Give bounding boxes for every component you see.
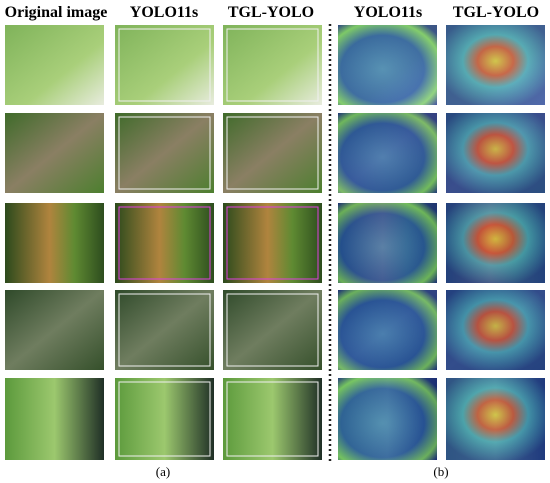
- heatmap-overlay: [446, 25, 545, 105]
- detection-box: [118, 293, 211, 367]
- detection-box: [118, 206, 211, 280]
- caption: (a): [156, 464, 170, 479]
- detection-box: [226, 293, 319, 367]
- column-header: TGL-YOLO: [453, 4, 539, 21]
- leaf-image: [223, 378, 322, 460]
- leaf-image: [223, 25, 322, 105]
- heatmap-overlay: [338, 203, 437, 283]
- leaf-image: [115, 378, 214, 460]
- detection-box: [226, 381, 319, 457]
- leaf-image: [5, 203, 104, 283]
- column-header: YOLO11s: [354, 4, 422, 21]
- heatmap-overlay: [446, 113, 545, 193]
- heatmap-overlay: [338, 290, 437, 370]
- detection-box: [226, 28, 319, 102]
- column-header: Original image: [5, 4, 108, 21]
- image-grid: [5, 25, 545, 460]
- leaf-image: [115, 113, 214, 193]
- heatmap-overlay: [338, 378, 437, 460]
- heatmap-overlay: [446, 290, 545, 370]
- leaf-image: [115, 290, 214, 370]
- heatmap-overlay: [338, 113, 437, 193]
- heatmap-overlay: [446, 203, 545, 283]
- column-header: TGL-YOLO: [228, 4, 314, 21]
- column-header: YOLO11s: [130, 4, 198, 21]
- caption: (b): [433, 464, 448, 479]
- leaf-image: [223, 290, 322, 370]
- leaf-image: [115, 203, 214, 283]
- column-headers: Original image YOLO11s TGL-YOLO YOLO11s …: [5, 4, 539, 21]
- detection-box: [118, 28, 211, 102]
- detection-box: [226, 116, 319, 190]
- detection-box: [118, 116, 211, 190]
- leaf-image: [5, 290, 104, 370]
- heatmap-overlay: [338, 25, 437, 105]
- detection-box: [118, 381, 211, 457]
- leaf-image: [223, 113, 322, 193]
- leaf-image: [223, 203, 322, 283]
- detection-box: [226, 206, 319, 280]
- leaf-image: [5, 378, 104, 460]
- heatmap-overlay: [446, 378, 545, 460]
- leaf-image: [5, 113, 104, 193]
- leaf-image: [115, 25, 214, 105]
- leaf-image: [5, 25, 104, 105]
